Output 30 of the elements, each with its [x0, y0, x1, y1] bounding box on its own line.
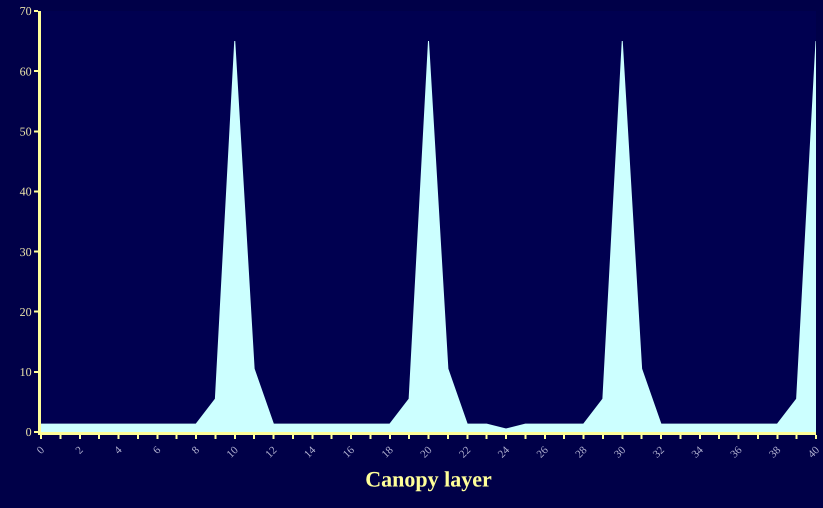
x-tick-label: 30 — [612, 444, 629, 460]
y-tick-label: 50 — [20, 124, 32, 138]
x-tick-label: 22 — [456, 444, 474, 460]
x-tick-label: 10 — [224, 444, 242, 460]
x-tick-label: 6 — [150, 444, 164, 457]
y-tick-label: 20 — [20, 304, 32, 319]
y-tick-label: 40 — [20, 184, 32, 199]
y-tick-label: 10 — [20, 365, 32, 380]
x-axis-title: Canopy layer — [365, 466, 492, 492]
x-tick-label: 40 — [806, 444, 822, 460]
x-tick-label: 28 — [573, 444, 590, 460]
x-tick-label: 26 — [534, 444, 552, 460]
x-tick-label: 18 — [379, 444, 396, 460]
x-tick-label: 8 — [190, 444, 202, 457]
x-tick-label: 38 — [766, 444, 784, 460]
x-tick-label: 20 — [418, 444, 435, 460]
x-tick-label: 14 — [302, 444, 319, 460]
y-tick-label: 60 — [20, 64, 32, 78]
x-tick-label: 16 — [340, 444, 358, 460]
x-tick-label: 0 — [34, 444, 48, 457]
x-tick-label: 32 — [650, 444, 668, 460]
y-tick-label: 30 — [20, 244, 32, 259]
y-tick-label: 70 — [20, 4, 32, 18]
x-tick-label: 4 — [112, 444, 125, 457]
x-tick-label: 34 — [689, 444, 706, 460]
y-tick-label: 0 — [26, 425, 32, 440]
x-tick-label: 24 — [496, 444, 512, 460]
x-tick-label: 12 — [263, 444, 280, 460]
x-tick-label: 36 — [728, 444, 745, 460]
x-tick-label: 2 — [73, 444, 86, 457]
